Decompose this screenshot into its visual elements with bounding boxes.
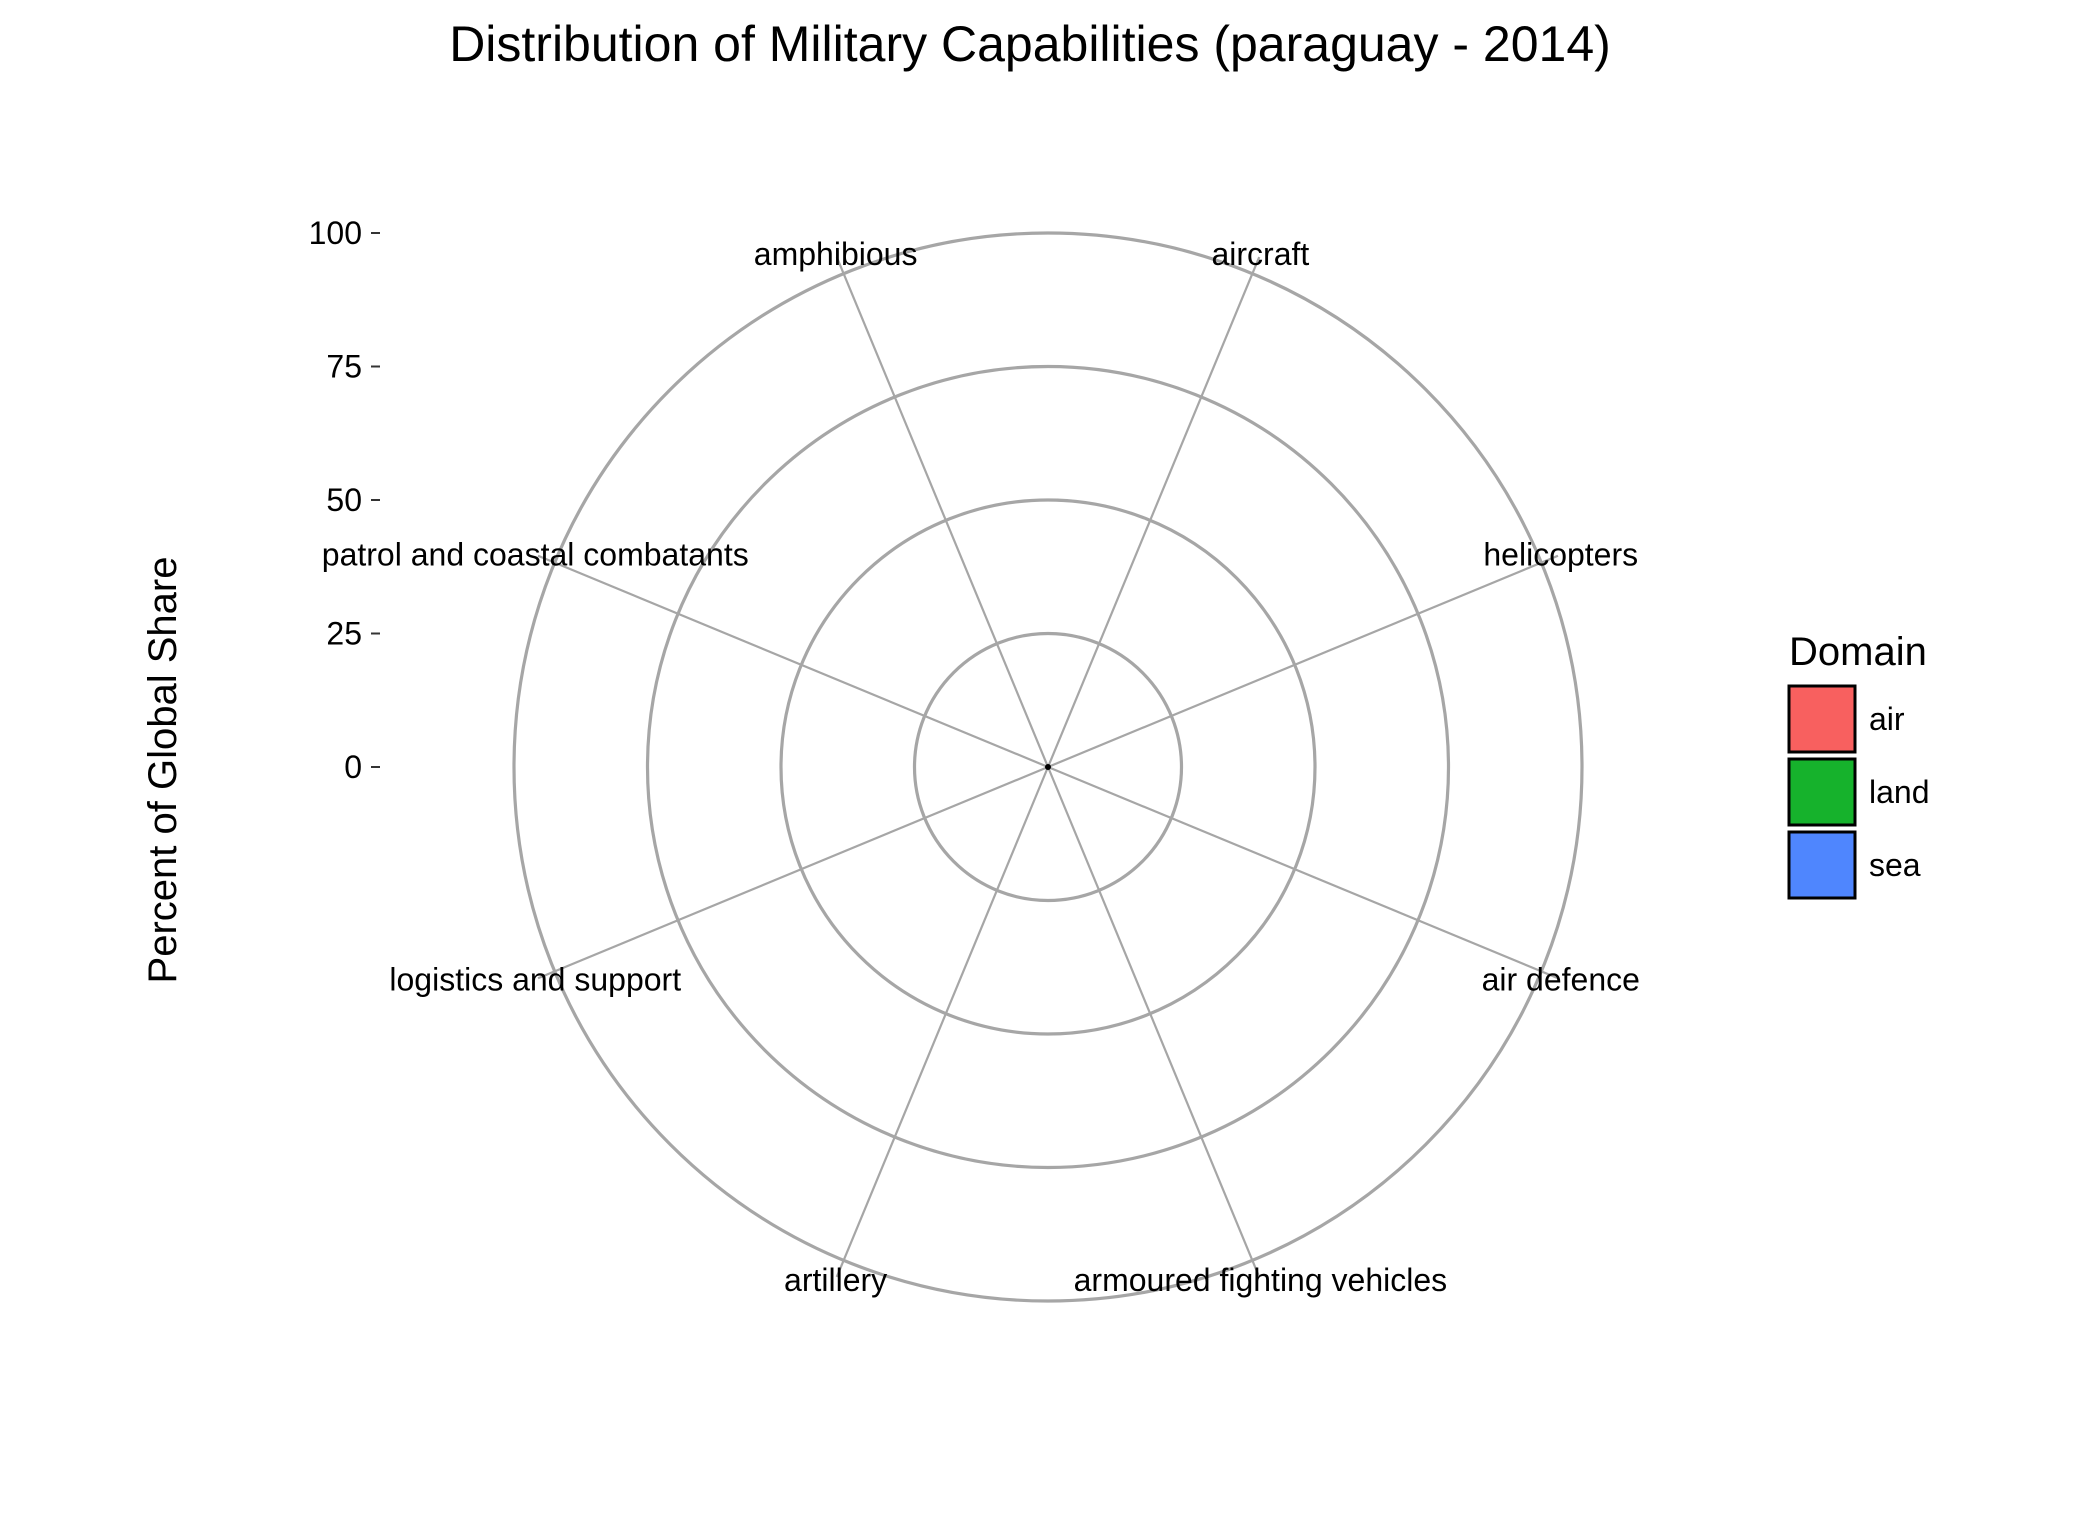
grid-ring-100	[512, 231, 1584, 1303]
spoke-5	[537, 765, 1049, 980]
spoke-4	[835, 766, 1050, 1278]
grid-ring-25	[912, 631, 1184, 903]
category-label-5: logistics and support	[389, 961, 681, 997]
legend-entries: air land sea	[1787, 684, 1930, 900]
category-labels: aircraft helicopters air defence armoured f…	[322, 236, 1640, 1298]
category-label-3: armoured fighting vehicles	[1074, 1262, 1448, 1298]
legend-key-air	[1787, 684, 1857, 754]
spoke-0	[1046, 256, 1261, 768]
spoke-3	[1046, 766, 1261, 1278]
category-label-2: air defence	[1482, 961, 1640, 997]
spoke-7	[835, 256, 1050, 768]
legend-title: Domain	[1789, 630, 1927, 674]
category-label-4: artillery	[784, 1262, 887, 1298]
legend-label-sea: sea	[1869, 847, 1921, 883]
y-tick-label-25: 25	[326, 616, 362, 652]
spoke-2	[1047, 765, 1559, 980]
grid-rings	[512, 231, 1584, 1303]
center-dot	[1045, 764, 1051, 770]
legend-key-land	[1787, 757, 1857, 827]
y-tick-label-100: 100	[309, 215, 362, 251]
spoke-6	[537, 554, 1049, 769]
y-axis: 0 25 50 75 100	[309, 215, 380, 785]
category-label-7: amphibious	[754, 236, 918, 272]
category-label-0: aircraft	[1211, 236, 1309, 272]
legend-label-air: air	[1869, 701, 1905, 737]
grid-ring-75	[645, 364, 1451, 1170]
legend-key-sea	[1787, 830, 1857, 900]
y-axis-title: Percent of Global Share	[141, 557, 185, 984]
category-label-1: helicopters	[1483, 537, 1638, 573]
y-tick-label-0: 0	[344, 749, 362, 785]
spoke-1	[1047, 554, 1559, 769]
category-label-6: patrol and coastal combatants	[322, 537, 749, 573]
spokes	[537, 256, 1559, 1278]
chart-title: Distribution of Military Capabilities (p…	[449, 16, 1611, 72]
legend-label-land: land	[1869, 774, 1930, 810]
legend: Domain air land sea	[1787, 630, 1930, 900]
y-tick-label-50: 50	[326, 482, 362, 518]
y-tick-label-75: 75	[326, 349, 362, 385]
grid-ring-50	[779, 498, 1317, 1036]
